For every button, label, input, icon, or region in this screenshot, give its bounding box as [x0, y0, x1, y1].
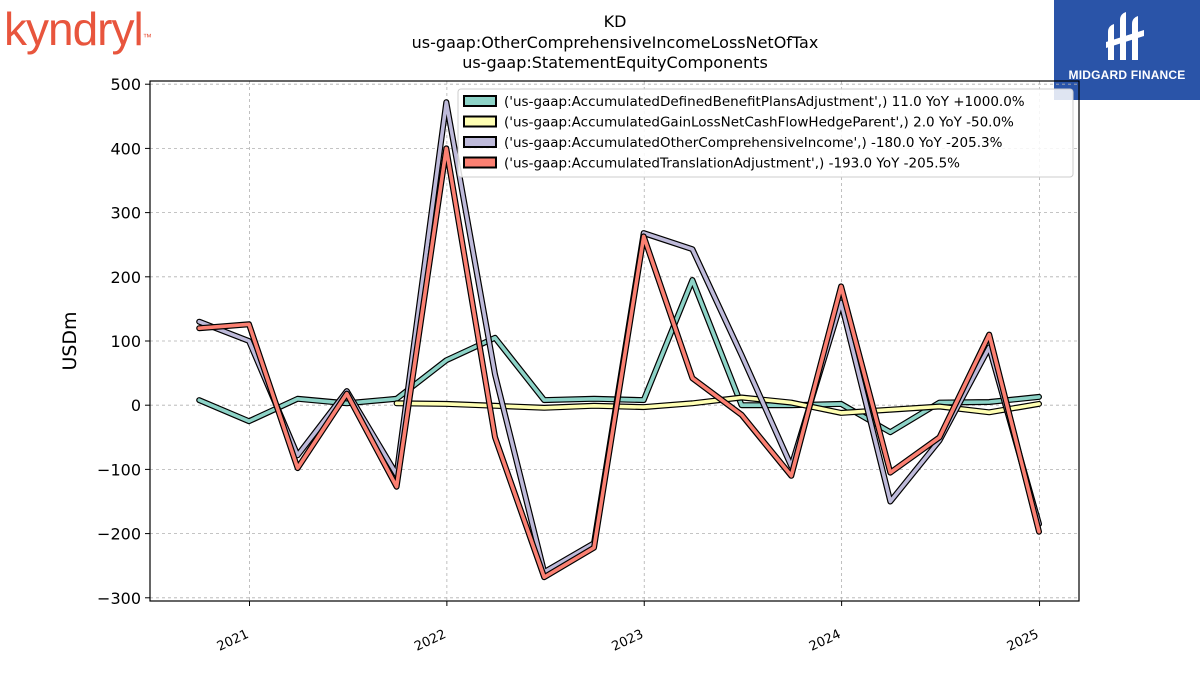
y-axis: −300 −200 −100 0 100 200 300 400 500 — [97, 75, 150, 608]
legend-label: ('us-gaap:AccumulatedOtherComprehensiveI… — [504, 135, 1003, 151]
x-tick-label: 2024 — [807, 627, 843, 655]
chart-title: KD us-gaap:OtherComprehensiveIncomeLossN… — [412, 12, 819, 72]
legend-label: ('us-gaap:AccumulatedDefinedBenefitPlans… — [504, 94, 1025, 110]
legend-item: ('us-gaap:AccumulatedGainLossNetCashFlow… — [463, 115, 1014, 131]
legend-item: ('us-gaap:AccumulatedTranslationAdjustme… — [463, 156, 960, 172]
y-tick-label: 400 — [110, 139, 141, 158]
legend-label: ('us-gaap:AccumulatedGainLossNetCashFlow… — [504, 115, 1014, 131]
y-tick-label: 200 — [110, 268, 141, 287]
y-tick-label: −200 — [97, 525, 141, 544]
series-4 — [196, 145, 1042, 581]
legend-swatch — [463, 136, 497, 148]
y-tick-label: 300 — [110, 204, 141, 223]
x-axis: 2021 2022 2023 2024 2025 — [215, 601, 1041, 655]
y-tick-label: 100 — [110, 332, 141, 351]
legend-label: ('us-gaap:AccumulatedTranslationAdjustme… — [504, 156, 960, 172]
y-axis-label: USDm — [59, 311, 81, 370]
legend-swatch — [463, 95, 497, 107]
kyndryl-trademark: ™ — [142, 32, 152, 42]
legend-frame — [457, 88, 1074, 178]
midgard-mark-icon — [1106, 12, 1144, 60]
legend-item: ('us-gaap:AccumulatedOtherComprehensiveI… — [463, 135, 1003, 151]
kyndryl-logo: kyndryl™ — [4, 2, 152, 56]
series-layer — [196, 99, 1042, 581]
midgard-finance-logo: MIDGARD FINANCE — [1054, 0, 1200, 100]
y-tick-label: −100 — [97, 460, 141, 479]
chart-title-line-3: us-gaap:StatementEquityComponents — [462, 53, 768, 72]
chart-title-line-2: us-gaap:OtherComprehensiveIncomeLossNetO… — [412, 33, 819, 52]
legend-swatch — [463, 156, 497, 169]
kyndryl-logo-text: kyndryl — [4, 3, 144, 55]
y-tick-label: 0 — [131, 396, 141, 415]
x-tick-label: 2022 — [412, 627, 448, 655]
midgard-finance-name: MIDGARD FINANCE — [1068, 68, 1186, 82]
x-tick-label: 2025 — [1005, 627, 1041, 655]
y-tick-label: −300 — [97, 589, 141, 608]
series-line — [197, 146, 1041, 580]
chart-title-line-1: KD — [604, 12, 627, 31]
x-tick-label: 2023 — [610, 627, 646, 655]
legend-swatch — [463, 115, 497, 128]
y-tick-label: 500 — [110, 75, 141, 94]
legend-item: ('us-gaap:AccumulatedDefinedBenefitPlans… — [463, 94, 1025, 110]
legend: ('us-gaap:AccumulatedDefinedBenefitPlans… — [457, 88, 1074, 178]
x-tick-label: 2021 — [215, 627, 251, 655]
